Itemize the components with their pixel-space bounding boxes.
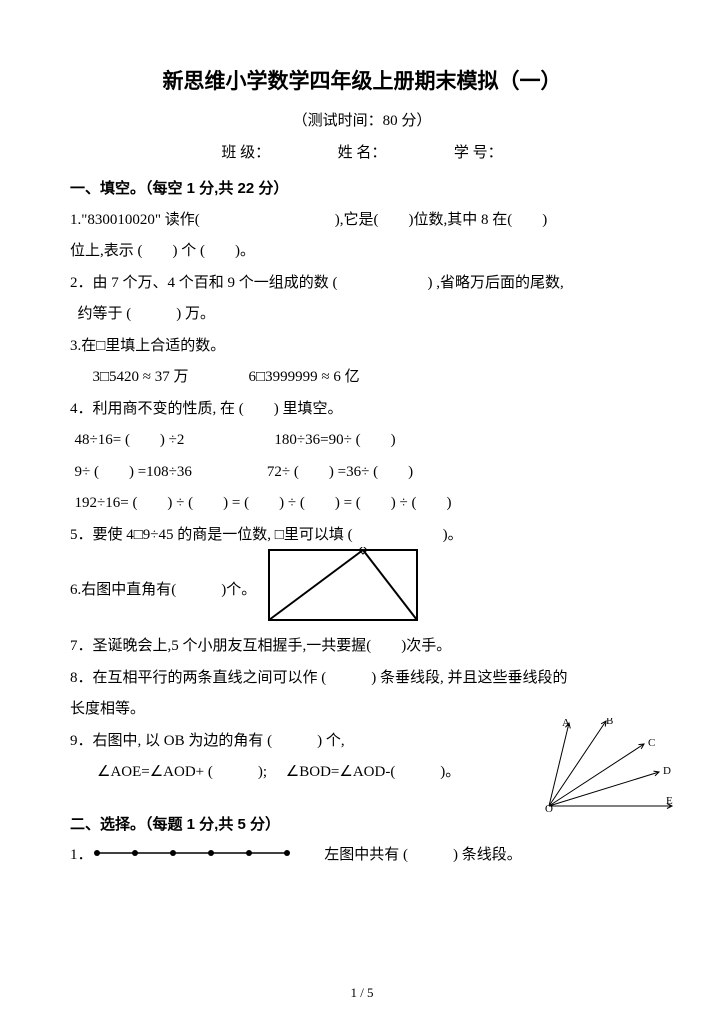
- svg-text:C: C: [648, 737, 655, 749]
- q3-line: 3□5420 ≈ 37 万 6□3999999 ≈ 6 亿: [70, 362, 654, 394]
- test-time: （测试时间：80 分）: [70, 106, 654, 138]
- rectangle-figure: [268, 547, 418, 636]
- page-footer: 1 / 5: [0, 985, 724, 1001]
- angle-figure: A B C D E O: [524, 718, 674, 826]
- dot-line-figure: [93, 840, 313, 872]
- q8-line1: 8．在互相平行的两条直线之间可以作 ( ) 条垂线段, 并且这些垂线段的: [70, 663, 654, 695]
- q2-line2: 约等于 ( ) 万。: [70, 299, 654, 331]
- q1-line2: 位上,表示 ( ) 个 ( )。: [70, 236, 654, 268]
- q7: 7．圣诞晚会上,5 个小朋友互相握手,一共要握( )次手。: [70, 631, 654, 663]
- svg-text:E: E: [666, 795, 673, 807]
- q6-row: 6.右图中直角有( )个。: [70, 551, 654, 631]
- q1-line1: 1."830010020" 读作( ),它是( )位数,其中 8 在( ): [70, 205, 654, 237]
- q6-text: 6.右图中直角有( )个。: [70, 575, 256, 607]
- q4-line2: 9÷ ( ) =108÷36 72÷ ( ) =36÷ ( ): [70, 457, 654, 489]
- q4-line1: 48÷16= ( ) ÷2 180÷36=90÷ ( ): [70, 425, 654, 457]
- q3: 3.在□里填上合适的数。: [70, 331, 654, 363]
- s2-q1-num: 1．: [70, 847, 93, 863]
- q4-line3: 192÷16= ( ) ÷ ( ) = ( ) ÷ ( ) = ( ) ÷ ( …: [70, 488, 654, 520]
- s2-q1-text: 左图中共有 ( ) 条线段。: [324, 847, 522, 863]
- q4: 4．利用商不变的性质, 在 ( ) 里填空。: [70, 394, 654, 426]
- svg-text:A: A: [562, 718, 570, 729]
- q9-block: 9．右图中, 以 OB 为边的角有 ( ) 个, ∠AOE=∠AOD+ ( );…: [70, 726, 654, 789]
- svg-text:O: O: [545, 803, 553, 813]
- s2-q1-row: 1． 左图中共有 ( ) 条线段。: [70, 840, 654, 872]
- section1-heading: 一、填空。（每空 1 分,共 22 分）: [70, 173, 654, 205]
- svg-text:B: B: [606, 718, 613, 727]
- student-info-line: 班 级： 姓 名： 学 号：: [70, 138, 654, 170]
- svg-text:D: D: [663, 765, 671, 777]
- q2-line1: 2．由 7 个万、4 个百和 9 个一组成的数 ( ) ,省略万后面的尾数,: [70, 268, 654, 300]
- page-title: 新思维小学数学四年级上册期末模拟（一）: [70, 60, 654, 104]
